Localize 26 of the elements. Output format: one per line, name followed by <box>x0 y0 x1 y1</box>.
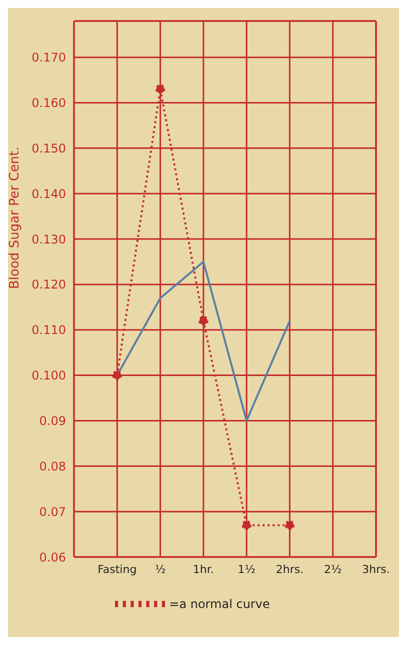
x-tick-label: ½ <box>154 562 166 576</box>
x-tick-label: 2hrs. <box>276 562 304 576</box>
point <box>242 520 252 530</box>
y-tick-label: 0.100 <box>32 368 66 383</box>
point <box>198 316 208 326</box>
y-tick-label: 0.140 <box>32 186 66 201</box>
y-axis-title: Blood Sugar Per Cent. <box>8 146 23 289</box>
y-tick-label: 0.150 <box>32 141 66 156</box>
x-tick-label: 2½ <box>324 562 342 576</box>
x-tick-label: 3hrs. <box>362 562 390 576</box>
point <box>112 370 122 380</box>
point <box>284 520 295 530</box>
legend-label: =a normal curve <box>169 597 270 612</box>
x-tick-label: Fasting <box>98 562 137 576</box>
y-tick-label: 0.09 <box>39 414 66 428</box>
y-tick-label: 0.06 <box>39 550 66 564</box>
y-tick-label: 0.08 <box>39 459 66 474</box>
y-tick-label: 0.110 <box>32 323 66 338</box>
y-tick-label: 0.07 <box>39 504 66 519</box>
point <box>155 84 166 94</box>
y-tick-label: 0.160 <box>32 96 66 110</box>
y-tick-label: 0.120 <box>32 278 66 292</box>
x-tick-label: 1½ <box>238 562 256 576</box>
x-tick-label: 1hr. <box>192 562 214 576</box>
y-tick-label: 0.170 <box>32 50 66 65</box>
y-tick-label: 0.130 <box>32 232 66 246</box>
